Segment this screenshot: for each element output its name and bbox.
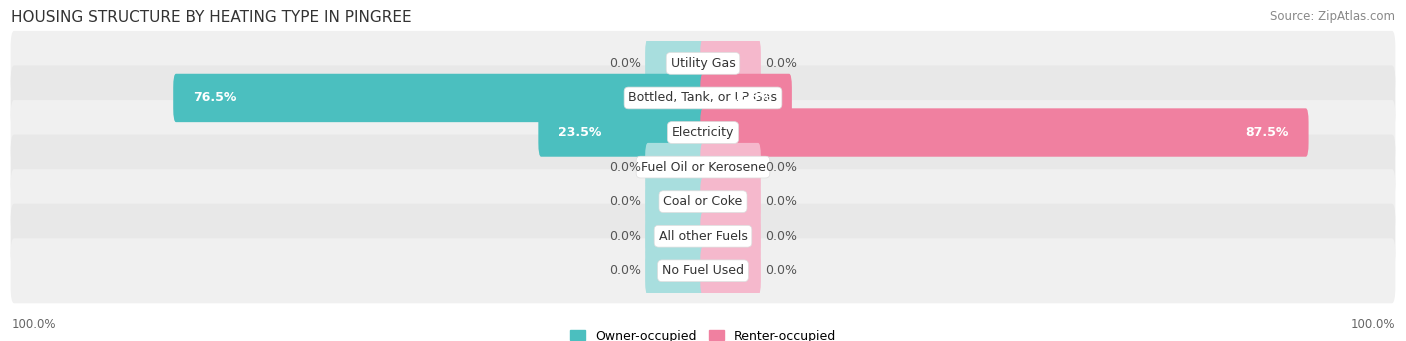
Text: 100.0%: 100.0% <box>1350 318 1395 331</box>
FancyBboxPatch shape <box>700 247 761 295</box>
Text: 0.0%: 0.0% <box>609 57 641 70</box>
Text: 23.5%: 23.5% <box>558 126 602 139</box>
FancyBboxPatch shape <box>700 177 761 226</box>
Text: 0.0%: 0.0% <box>765 264 797 277</box>
FancyBboxPatch shape <box>645 247 706 295</box>
Text: 76.5%: 76.5% <box>193 91 236 104</box>
Text: 0.0%: 0.0% <box>609 264 641 277</box>
Text: 0.0%: 0.0% <box>609 195 641 208</box>
FancyBboxPatch shape <box>11 135 1395 199</box>
FancyBboxPatch shape <box>538 108 706 157</box>
Text: 0.0%: 0.0% <box>765 195 797 208</box>
Text: Electricity: Electricity <box>672 126 734 139</box>
Text: Utility Gas: Utility Gas <box>671 57 735 70</box>
FancyBboxPatch shape <box>173 74 706 122</box>
Text: 0.0%: 0.0% <box>765 230 797 243</box>
FancyBboxPatch shape <box>700 212 761 261</box>
Text: Source: ZipAtlas.com: Source: ZipAtlas.com <box>1270 10 1395 23</box>
Text: 0.0%: 0.0% <box>765 57 797 70</box>
FancyBboxPatch shape <box>645 212 706 261</box>
Text: Fuel Oil or Kerosene: Fuel Oil or Kerosene <box>641 161 765 174</box>
FancyBboxPatch shape <box>645 39 706 88</box>
Text: 0.0%: 0.0% <box>609 230 641 243</box>
Text: Bottled, Tank, or LP Gas: Bottled, Tank, or LP Gas <box>628 91 778 104</box>
FancyBboxPatch shape <box>700 108 1309 157</box>
FancyBboxPatch shape <box>11 204 1395 269</box>
FancyBboxPatch shape <box>645 143 706 191</box>
Text: 0.0%: 0.0% <box>609 161 641 174</box>
FancyBboxPatch shape <box>700 143 761 191</box>
Text: 12.5%: 12.5% <box>728 91 772 104</box>
FancyBboxPatch shape <box>700 74 792 122</box>
Text: 87.5%: 87.5% <box>1246 126 1289 139</box>
Text: HOUSING STRUCTURE BY HEATING TYPE IN PINGREE: HOUSING STRUCTURE BY HEATING TYPE IN PIN… <box>11 10 412 25</box>
Text: 100.0%: 100.0% <box>11 318 56 331</box>
FancyBboxPatch shape <box>11 65 1395 131</box>
FancyBboxPatch shape <box>700 39 761 88</box>
FancyBboxPatch shape <box>11 169 1395 234</box>
FancyBboxPatch shape <box>11 100 1395 165</box>
FancyBboxPatch shape <box>11 31 1395 96</box>
FancyBboxPatch shape <box>11 238 1395 303</box>
Text: All other Fuels: All other Fuels <box>658 230 748 243</box>
Text: 0.0%: 0.0% <box>765 161 797 174</box>
Text: Coal or Coke: Coal or Coke <box>664 195 742 208</box>
Legend: Owner-occupied, Renter-occupied: Owner-occupied, Renter-occupied <box>569 329 837 341</box>
Text: No Fuel Used: No Fuel Used <box>662 264 744 277</box>
FancyBboxPatch shape <box>645 177 706 226</box>
